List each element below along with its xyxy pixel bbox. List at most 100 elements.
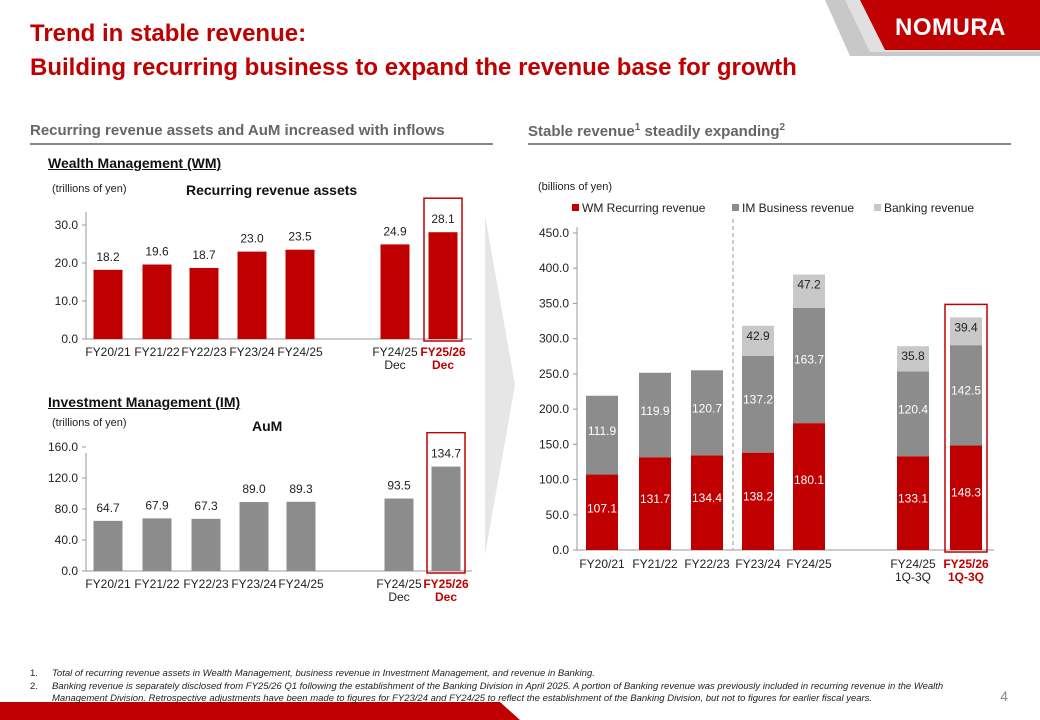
im-category-label: FY23/24: [231, 577, 277, 591]
im-value-label: 64.7: [96, 501, 120, 515]
wm-value-label: 19.6: [145, 245, 169, 259]
wm-bar: [93, 269, 123, 339]
rev-category-label: FY25/26 1Q-3Q: [943, 557, 989, 584]
rev-bar-segment: [742, 452, 774, 550]
wm-unit-label: (trillions of yen): [52, 183, 127, 195]
legend-label: Banking revenue: [884, 201, 974, 215]
rev-segment-label: 39.4: [954, 320, 978, 334]
wm-chart-title: Recurring revenue assets: [186, 182, 358, 198]
rev-segment-label: 133.1: [898, 491, 928, 505]
wm-y-tick-label: 0.0: [61, 332, 78, 346]
right-heading-rule: [528, 143, 1011, 145]
footnote-ref-1: 1: [634, 122, 641, 133]
wm-category-label: FY24/25: [277, 345, 323, 359]
footnote-2: 2. Banking revenue is separately disclos…: [30, 681, 970, 705]
rev-segment-label: 137.2: [743, 392, 773, 406]
im-bar: [239, 502, 269, 571]
page-number: 4: [1000, 688, 1008, 704]
wm-bar: [189, 267, 219, 339]
im-value-label: 89.3: [289, 482, 313, 496]
rev-segment-label: 180.1: [794, 473, 824, 487]
im-unit-label: (trillions of yen): [52, 417, 127, 429]
rev-y-tick-label: 50.0: [546, 508, 570, 522]
rev-highlight-box: [944, 303, 988, 553]
legend-label: WM Recurring revenue: [582, 201, 706, 215]
footnotes: 1. Total of recurring revenue assets in …: [30, 668, 970, 706]
wm-y-tick-label: 30.0: [55, 218, 79, 232]
page-title-line2: Building recurring business to expand th…: [30, 54, 797, 81]
im-y-tick-label: 0.0: [61, 564, 78, 578]
legend-swatch: [572, 204, 579, 211]
im-y-tick-label: 80.0: [55, 502, 79, 516]
rev-y-tick-label: 150.0: [539, 437, 569, 451]
wm-value-label: 18.2: [96, 250, 120, 264]
rev-bar-segment: [639, 372, 671, 458]
rev-segment-label: 142.5: [951, 383, 981, 397]
im-bar: [142, 518, 172, 571]
im-chart-title: AuM: [252, 418, 283, 434]
wm-y-tick-label: 20.0: [55, 256, 79, 270]
legend-swatch: [874, 204, 881, 211]
im-category-label: FY24/25 Dec: [376, 577, 422, 604]
rev-segment-label: 138.2: [743, 489, 773, 503]
footer-red-band: [0, 702, 520, 720]
rev-category-label: FY21/22: [632, 557, 678, 571]
rev-segment-label: 148.3: [951, 486, 981, 500]
wm-category-label: FY24/25 Dec: [372, 345, 418, 372]
wm-category-label: FY20/21: [85, 345, 131, 359]
rev-y-tick-label: 0.0: [552, 543, 569, 557]
rev-segment-label: 134.4: [692, 491, 722, 505]
rev-segment-label: 120.4: [898, 403, 928, 417]
rev-y-tick-label: 300.0: [539, 332, 569, 346]
rev-bar-segment: [691, 370, 723, 456]
wm-recurring-assets-chart: 0.0 10.0 20.0 30.0 18.2 19.6 18.7 23.0 23.5 24.9 2…: [55, 197, 472, 372]
rev-y-tick-label: 100.0: [539, 473, 569, 487]
im-bar: [93, 520, 123, 571]
rev-bar-segment: [793, 274, 825, 308]
im-y-tick-label: 40.0: [55, 533, 79, 547]
rev-segment-label: 131.7: [640, 492, 670, 506]
wm-value-label: 28.1: [431, 212, 455, 226]
im-y-tick-label: 160.0: [48, 440, 78, 454]
footnote-ref-2: 2: [779, 122, 786, 133]
im-category-label: FY20/21: [85, 577, 131, 591]
rev-category-label: FY24/25 1Q-3Q: [890, 557, 936, 584]
wm-value-label: 23.0: [240, 232, 264, 246]
rev-segment-label: 119.9: [640, 404, 669, 418]
im-value-label: 134.7: [431, 447, 461, 461]
im-y-tick-label: 120.0: [48, 471, 78, 485]
wm-value-label: 23.5: [288, 230, 312, 244]
rev-y-tick-label: 400.0: [539, 261, 569, 275]
wm-value-label: 24.9: [383, 224, 407, 238]
wm-value-label: 18.7: [192, 248, 216, 262]
im-category-label: FY22/23: [183, 577, 229, 591]
header-red-band: [860, 0, 1040, 50]
rev-y-tick-label: 350.0: [539, 296, 569, 310]
rev-bar-segment: [950, 345, 982, 446]
rev-segment-label: 107.1: [587, 502, 617, 516]
im-aum-chart: 0.0 40.0 80.0 120.0 160.0 64.7 67.9 67.3 89.0 89.…: [48, 432, 472, 604]
rev-segment-label: 163.7: [794, 353, 824, 367]
nomura-logo: NOMURA: [895, 14, 1006, 41]
wm-bar: [428, 232, 458, 339]
im-highlight-box: [426, 432, 466, 574]
im-category-label: FY21/22: [134, 577, 180, 591]
left-section-heading: Recurring revenue assets and AuM increas…: [30, 122, 445, 139]
rev-bar-segment: [793, 423, 825, 550]
wm-category-label: FY25/26 Dec: [420, 345, 466, 372]
wm-highlight-box: [423, 197, 463, 342]
rev-bar-segment: [897, 371, 929, 457]
im-label: Investment Management (IM): [48, 394, 241, 410]
footnote-2-number: 2.: [30, 681, 38, 692]
rev-bar-segment: [586, 474, 618, 550]
im-category-label: FY24/25: [278, 577, 324, 591]
rev-bar-segment: [691, 455, 723, 550]
wm-bar: [237, 251, 267, 339]
rev-bar-segment: [639, 457, 671, 550]
rev-category-label: FY24/25: [786, 557, 832, 571]
right-heading-text: Stable revenue: [528, 123, 635, 140]
rev-bar-segment: [742, 325, 774, 356]
left-heading-rule: [30, 143, 493, 145]
rev-bar-segment: [742, 355, 774, 453]
rev-category-label: FY23/24: [735, 557, 781, 571]
